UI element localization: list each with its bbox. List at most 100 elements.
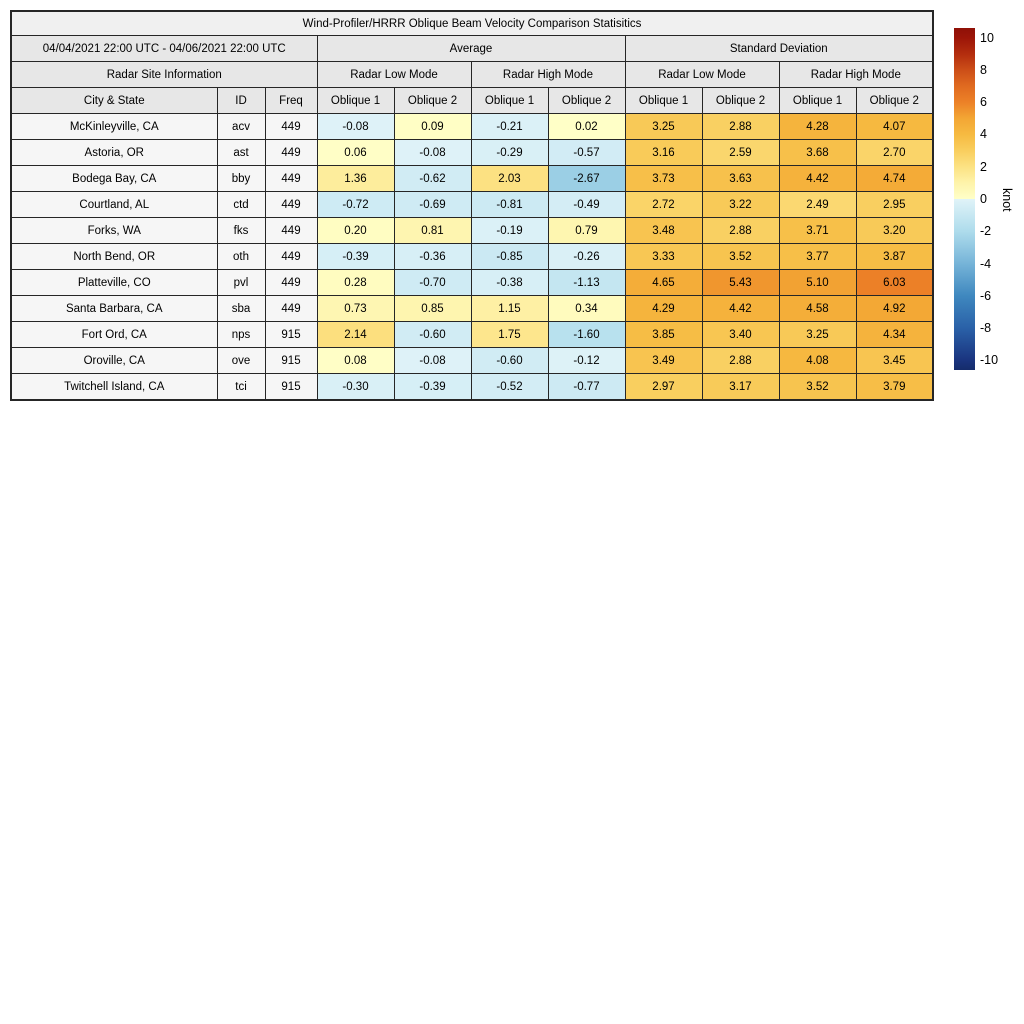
colorbar-tick-label: 4 [980, 127, 987, 142]
freq-cell: 449 [264, 217, 318, 244]
value-cell: 2.88 [701, 113, 780, 140]
value-cell: -0.30 [316, 373, 395, 401]
value-cell: -0.85 [470, 243, 549, 270]
col-header-city: City & State [10, 87, 218, 114]
table-row: Bodega Bay, CA bby 449 1.36 -0.62 2.03 -2.67 3.… [10, 165, 934, 192]
col-header-oblique: Oblique 2 [547, 87, 626, 114]
group-header-stddev: Standard Deviation [624, 35, 934, 62]
value-cell: -0.39 [316, 243, 395, 270]
freq-cell: 449 [264, 243, 318, 270]
value-cell: 3.73 [624, 165, 703, 192]
value-cell: 3.68 [778, 139, 857, 166]
colorbar-tick-label: -2 [980, 224, 992, 239]
value-cell: 0.34 [547, 295, 626, 322]
date-range: 04/04/2021 22:00 UTC - 04/06/2021 22:00 … [10, 35, 318, 62]
value-cell: -0.08 [316, 113, 395, 140]
colorbar-tick-label: -6 [980, 288, 992, 303]
site-id-cell: sba [216, 295, 266, 322]
value-cell: 3.40 [701, 321, 780, 348]
value-cell: -0.52 [470, 373, 549, 401]
value-cell: -0.60 [393, 321, 472, 348]
table-row: Twitchell Island, CA tci 915 -0.30 -0.39 -0.5… [10, 373, 934, 401]
table-row: Forks, WA fks 449 0.20 0.81 -0.19 0.79 3.48 2.88… [10, 217, 934, 244]
site-id-cell: pvl [216, 269, 266, 296]
value-cell: 4.07 [855, 113, 934, 140]
freq-cell: 449 [264, 269, 318, 296]
freq-cell: 449 [264, 165, 318, 192]
value-cell: 2.14 [316, 321, 395, 348]
colorbar-tick-label: 8 [980, 62, 987, 77]
city-cell: North Bend, OR [10, 243, 218, 270]
value-cell: -0.12 [547, 347, 626, 374]
group-header-average: Average [316, 35, 626, 62]
col-header-id: ID [216, 87, 266, 114]
value-cell: 3.52 [778, 373, 857, 401]
mode-header-std-high: Radar High Mode [778, 61, 934, 88]
group-header-row: 04/04/2021 22:00 UTC - 04/06/2021 22:00 … [10, 35, 934, 62]
site-id-cell: ast [216, 139, 266, 166]
value-cell: 3.33 [624, 243, 703, 270]
table-row: Santa Barbara, CA sba 449 0.73 0.85 1.15 0.34 4… [10, 295, 934, 322]
value-cell: -0.70 [393, 269, 472, 296]
site-id-cell: ove [216, 347, 266, 374]
value-cell: 4.08 [778, 347, 857, 374]
value-cell: -0.36 [393, 243, 472, 270]
value-cell: 3.25 [778, 321, 857, 348]
colorbar-tick-label: -4 [980, 256, 992, 271]
value-cell: 2.88 [701, 347, 780, 374]
value-cell: -0.29 [470, 139, 549, 166]
value-cell: -0.19 [470, 217, 549, 244]
value-cell: 0.28 [316, 269, 395, 296]
site-info-header: Radar Site Information [10, 61, 318, 88]
col-header-oblique: Oblique 2 [393, 87, 472, 114]
value-cell: 3.25 [624, 113, 703, 140]
value-cell: 3.77 [778, 243, 857, 270]
freq-cell: 449 [264, 113, 318, 140]
value-cell: -0.62 [393, 165, 472, 192]
value-cell: -0.39 [393, 373, 472, 401]
value-cell: -0.08 [393, 347, 472, 374]
col-header-oblique: Oblique 1 [624, 87, 703, 114]
freq-cell: 449 [264, 139, 318, 166]
value-cell: 2.95 [855, 191, 934, 218]
value-cell: 4.29 [624, 295, 703, 322]
table-row: Oroville, CA ove 915 0.08 -0.08 -0.60 -0.12 3.4… [10, 347, 934, 374]
figure-title: Wind-Profiler/HRRR Oblique Beam Velocity… [10, 10, 934, 36]
site-id-cell: bby [216, 165, 266, 192]
value-cell: 2.70 [855, 139, 934, 166]
city-cell: Twitchell Island, CA [10, 373, 218, 401]
value-cell: 3.63 [701, 165, 780, 192]
col-header-oblique: Oblique 2 [701, 87, 780, 114]
colorbar-tick-label: 0 [980, 192, 987, 206]
value-cell: 2.03 [470, 165, 549, 192]
value-cell: 6.03 [855, 269, 934, 296]
value-cell: 3.87 [855, 243, 934, 270]
city-cell: Platteville, CO [10, 269, 218, 296]
value-cell: 3.20 [855, 217, 934, 244]
col-header-oblique: Oblique 2 [855, 87, 934, 114]
value-cell: 0.09 [393, 113, 472, 140]
freq-cell: 915 [264, 321, 318, 348]
colorbar-axis-label-knot: knot [1000, 188, 1014, 212]
value-cell: 1.75 [470, 321, 549, 348]
value-cell: 2.49 [778, 191, 857, 218]
value-cell: -0.77 [547, 373, 626, 401]
value-cell: -0.60 [470, 347, 549, 374]
value-cell: 5.10 [778, 269, 857, 296]
value-cell: -0.72 [316, 191, 395, 218]
value-cell: 4.92 [855, 295, 934, 322]
value-cell: -0.57 [547, 139, 626, 166]
value-cell: 3.79 [855, 373, 934, 401]
value-cell: 2.97 [624, 373, 703, 401]
freq-cell: 915 [264, 347, 318, 374]
value-cell: 3.49 [624, 347, 703, 374]
value-cell: 3.17 [701, 373, 780, 401]
colorbar-tick-label: 2 [980, 159, 987, 174]
freq-cell: 915 [264, 373, 318, 401]
table-row: Courtland, AL ctd 449 -0.72 -0.69 -0.81 -0.49 2… [10, 191, 934, 218]
value-cell: 3.85 [624, 321, 703, 348]
table-body: Wind-Profiler/HRRR Oblique Beam Velocity… [10, 10, 934, 401]
value-cell: 4.65 [624, 269, 703, 296]
column-header-row: City & State ID Freq Oblique 1 Oblique 2… [10, 87, 934, 114]
value-cell: 3.45 [855, 347, 934, 374]
